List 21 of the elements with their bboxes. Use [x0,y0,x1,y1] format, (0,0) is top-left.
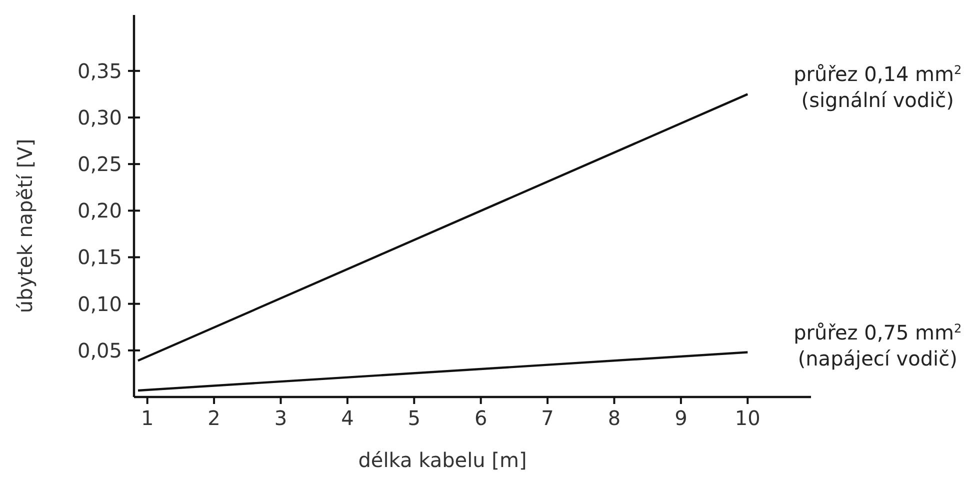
x-tick-label: 10 [734,406,760,430]
y-tick-label: 0,10 [77,292,122,316]
y-tick-label: 0,20 [77,198,122,223]
x-tick-label: 9 [674,406,688,430]
y-axis-title: úbytek napětí [V] [13,138,37,314]
y-tick-label: 0,30 [77,105,122,130]
x-tick-label: 1 [140,406,154,430]
text: průřez 0,14 mm$^{2}$ (signální vodič) [794,62,962,112]
y-tick-label: 0,35 [77,58,122,83]
x-tick-label: 3 [274,406,288,430]
x-tick-label: 4 [341,406,354,430]
x-tick-label: 6 [474,406,488,430]
y-tick-label: 0,15 [77,245,122,270]
x-tick-label: 5 [408,406,421,430]
x-tick-label: 2 [208,406,220,430]
x-tick-label: 7 [541,406,554,430]
x-tick-label: 8 [608,406,621,430]
y-tick-label: 0,25 [77,152,122,176]
y-tick-label: 0,05 [77,338,122,362]
x-axis-title: délka kabelu [m] [358,448,527,472]
text: průřez 0,75 mm$^{2}$ (napájecí vodič) [794,320,962,370]
